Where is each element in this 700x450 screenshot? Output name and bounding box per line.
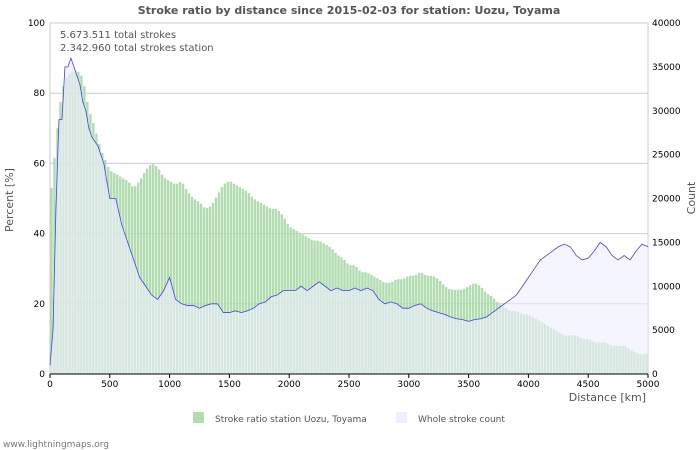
ratio-bar — [50, 187, 53, 374]
ratio-bar — [184, 188, 188, 374]
ratio-bar — [208, 206, 212, 374]
ratio-bar — [241, 188, 245, 374]
ratio-bar — [154, 166, 158, 374]
ratio-bar — [232, 183, 236, 374]
y2-tick-label: 30000 — [652, 107, 681, 117]
ratio-bar — [145, 168, 149, 374]
ratio-bar — [211, 202, 215, 374]
ratio-bar — [142, 173, 146, 374]
y-tick-label: 100 — [28, 19, 45, 29]
ratio-bar — [157, 169, 161, 374]
count-line — [49, 56, 649, 366]
y2-tick-label: 25000 — [652, 151, 681, 161]
ratio-bar — [259, 202, 262, 374]
ratio-bar — [223, 183, 227, 374]
x-tick-label: 0 — [47, 380, 53, 390]
legend-swatch-ratio — [193, 412, 204, 423]
ratio-bar — [217, 192, 221, 374]
ratio-bar — [178, 181, 182, 374]
count-area — [50, 58, 648, 374]
ratio-bar — [148, 165, 152, 374]
ratio-bar — [163, 178, 167, 374]
ratio-bar — [190, 196, 194, 374]
ratio-bar — [214, 197, 218, 374]
ratio-bar — [196, 201, 200, 374]
ratio-bar — [175, 183, 179, 374]
ratio-bar — [205, 208, 209, 374]
ratio-bar — [172, 183, 176, 374]
y2-tick-label: 0 — [652, 370, 658, 380]
x-axis-label: Distance [km] — [569, 391, 646, 404]
y2-tick-label: 35000 — [652, 63, 681, 73]
y-tick-label: 0 — [39, 370, 45, 380]
ratio-bar — [220, 187, 224, 374]
y2-tick-label: 10000 — [652, 282, 681, 292]
ratio-bar — [151, 164, 155, 374]
ratio-bar — [229, 181, 233, 374]
ratio-bar — [256, 201, 259, 374]
x-tick-label: 4000 — [517, 380, 540, 390]
ratio-bar — [181, 183, 185, 374]
ratio-bar — [140, 178, 143, 374]
y2-tick-label: 15000 — [652, 238, 681, 248]
x-tick-label: 1500 — [218, 380, 241, 390]
legend-label-count: Whole stroke count — [418, 415, 505, 425]
y2-tick-label: 40000 — [652, 19, 681, 29]
ratio-bar — [247, 193, 251, 374]
ratio-bar — [226, 181, 230, 374]
ratio-bar — [277, 210, 280, 374]
ratio-bar — [250, 196, 254, 374]
ratio-bar — [160, 174, 164, 374]
ratio-bar — [244, 190, 248, 374]
legend-label-ratio: Stroke ratio station Uozu, Toyama — [215, 415, 367, 425]
ratio-bar — [169, 181, 173, 374]
x-tick-label: 3000 — [397, 380, 420, 390]
x-tick-label: 2500 — [338, 380, 361, 390]
chart-title: Stroke ratio by distance since 2015-02-0… — [138, 4, 561, 17]
y2-tick-label: 20000 — [652, 195, 681, 205]
ratio-bar — [265, 206, 268, 374]
y-tick-label: 40 — [34, 230, 46, 240]
y2-tick-label: 5000 — [652, 326, 675, 336]
ratio-bar — [235, 185, 239, 374]
footer-credit: www.lightningmaps.org — [3, 440, 109, 450]
legend-swatch-count — [396, 412, 407, 423]
ratio-bar — [193, 199, 197, 374]
x-tick-label: 3500 — [457, 380, 480, 390]
ratio-bar — [262, 204, 265, 374]
total-strokes-annotation: 5.673.511 total strokes — [60, 30, 176, 41]
x-tick-label: 5000 — [637, 380, 660, 390]
y-tick-label: 20 — [34, 300, 46, 310]
ratio-bar — [271, 209, 274, 374]
ratio-bar — [253, 199, 257, 374]
ratio-bar — [166, 180, 170, 374]
x-tick-label: 500 — [101, 380, 118, 390]
y2-axis-label: Count — [685, 181, 698, 214]
ratio-bar — [268, 208, 271, 374]
ratio-bar — [202, 207, 206, 374]
x-tick-label: 2000 — [278, 380, 301, 390]
ratio-bar — [187, 193, 191, 374]
y-tick-label: 80 — [34, 89, 46, 99]
y-axis-label: Percent [%] — [3, 168, 16, 232]
ratio-bar — [238, 187, 242, 374]
ratio-bar — [274, 209, 277, 374]
y-tick-label: 60 — [34, 159, 46, 169]
x-tick-label: 1000 — [158, 380, 181, 390]
ratio-bar — [199, 203, 203, 374]
station-strokes-annotation: 2.342.960 total strokes station — [60, 43, 214, 54]
x-tick-label: 4500 — [577, 380, 600, 390]
